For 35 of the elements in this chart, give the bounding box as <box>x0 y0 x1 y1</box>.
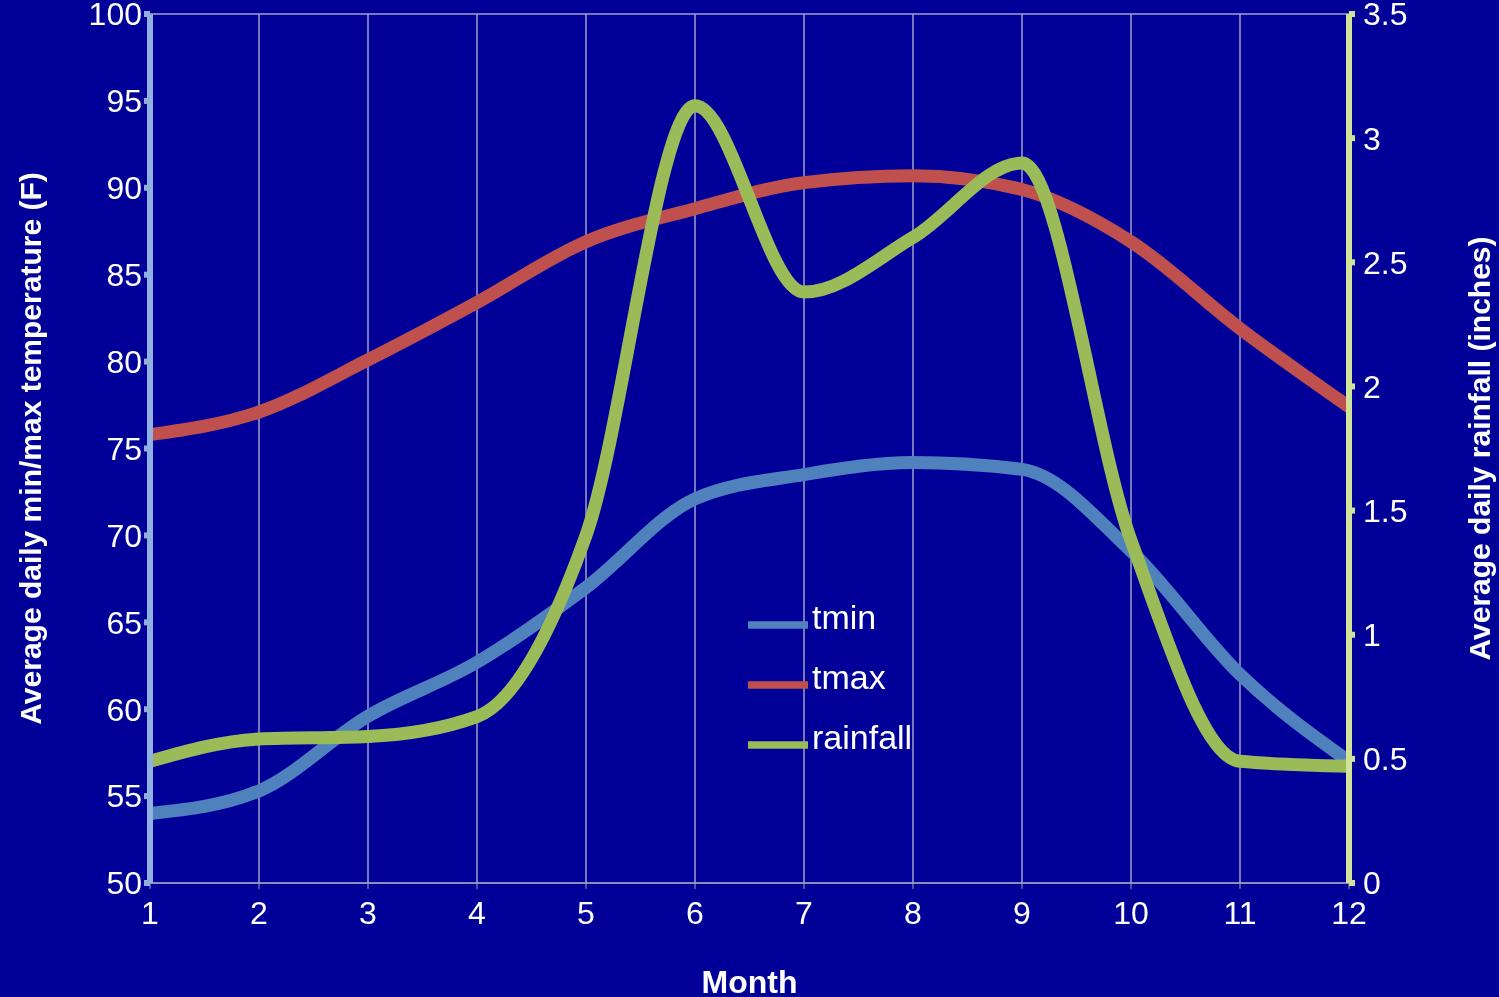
y2-tick-label: 2.5 <box>1363 244 1408 281</box>
y-tick-label: 75 <box>106 430 142 467</box>
x-tick-label: 5 <box>577 894 595 931</box>
y2-tick-label: 1.5 <box>1363 492 1408 529</box>
x-tick-label: 1 <box>141 894 159 931</box>
legend-label: rainfall <box>812 718 913 757</box>
y-axis-title: Average daily min/max temperature (F) <box>13 172 47 725</box>
y2-tick-label: 3 <box>1363 120 1381 157</box>
y-tick-label: 65 <box>106 604 142 641</box>
y2-tick-label: 2 <box>1363 368 1381 405</box>
y-tick-label: 55 <box>106 778 142 815</box>
x-tick-label: 3 <box>359 894 377 931</box>
x-tick-label: 4 <box>468 894 486 931</box>
x-tick-label: 7 <box>795 894 813 931</box>
legend-label: tmin <box>812 598 877 637</box>
y-tick-label: 80 <box>106 343 142 380</box>
y2-tick-label: 1 <box>1363 617 1381 654</box>
legend-label: tmax <box>812 658 886 697</box>
x-tick-label: 9 <box>1013 894 1031 931</box>
x-tick-label: 6 <box>686 894 704 931</box>
y-tick-label: 100 <box>88 0 142 33</box>
y-tick-label: 95 <box>106 83 142 120</box>
x-tick-label: 8 <box>904 894 922 931</box>
y-tick-label: 70 <box>106 517 142 554</box>
y-tick-label: 90 <box>106 170 142 207</box>
y-tick-label: 85 <box>106 257 142 294</box>
y2-tick-label: 3.5 <box>1363 0 1408 33</box>
y-tick-label: 50 <box>106 865 142 902</box>
x-tick-label: 2 <box>250 894 268 931</box>
y2-tick-label: 0.5 <box>1363 741 1408 778</box>
x-tick-label: 11 <box>1223 894 1257 931</box>
y-tick-label: 60 <box>106 691 142 728</box>
x-tick-label: 10 <box>1113 894 1149 931</box>
x-axis-title: Month <box>701 964 798 997</box>
y2-axis-title: Average daily rainfall (inches) <box>1462 236 1496 661</box>
